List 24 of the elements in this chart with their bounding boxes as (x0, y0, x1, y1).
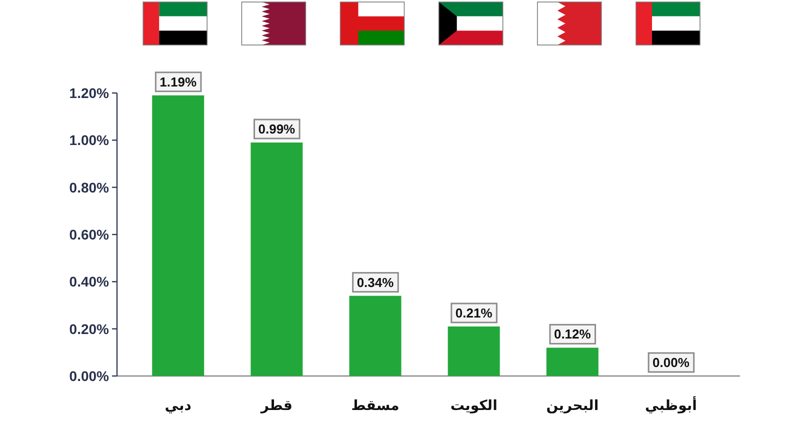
bar (152, 95, 204, 376)
data-label: 0.12% (554, 326, 592, 342)
y-tick-label: 0.60% (69, 226, 110, 242)
y-tick-label: 0.20% (69, 320, 110, 337)
y-tick-label: 0.80% (69, 179, 110, 196)
bar (448, 326, 500, 376)
x-tick-label: مسقط (351, 398, 400, 414)
bar (546, 348, 598, 376)
y-tick-label: 0.00% (69, 368, 110, 384)
data-label: 0.99% (258, 122, 296, 137)
x-tick-label: أبوظبي (645, 396, 697, 414)
x-tick-label: الكويت (450, 398, 498, 414)
bar (349, 296, 402, 376)
x-tick-label: دبي (164, 398, 192, 414)
y-tick-label: 0.40% (69, 274, 110, 290)
data-label: 1.19% (160, 74, 197, 90)
bar (250, 142, 303, 376)
x-tick-label: البحرين (546, 398, 599, 414)
x-tick-label: قطر (260, 398, 292, 414)
data-label: 0.34% (356, 274, 394, 290)
data-label: 0.21% (455, 305, 493, 320)
data-label: 0.00% (652, 355, 690, 370)
y-tick-label: 1.20% (69, 85, 110, 101)
y-tick-label: 1.00% (69, 132, 110, 148)
